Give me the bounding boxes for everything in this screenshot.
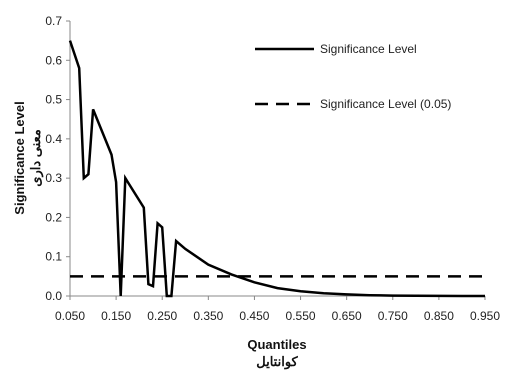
y-tick-label: 0.5 — [45, 93, 62, 107]
y-tick-label: 0.1 — [45, 250, 62, 264]
y-tick-label: 0.3 — [45, 171, 62, 185]
legend: Significance Level Significance Level (0… — [255, 42, 451, 111]
x-axis-title-secondary: کوانتایل — [256, 354, 298, 370]
x-tick-label: 0.650 — [332, 309, 362, 323]
significance-line-series — [68, 40, 485, 298]
y-tick-label: 0.0 — [45, 289, 62, 303]
legend-label-dashed: Significance Level (0.05) — [320, 97, 451, 111]
y-tick-label: 0.6 — [45, 53, 62, 67]
legend-label-solid: Significance Level — [320, 42, 417, 56]
x-tick-label: 0.250 — [147, 309, 177, 323]
x-tick-label: 0.450 — [239, 309, 269, 323]
x-tick-label: 0.950 — [470, 309, 500, 323]
x-tick-label: 0.350 — [193, 309, 223, 323]
x-tick-label: 0.050 — [55, 309, 85, 323]
x-tick-label: 0.550 — [286, 309, 316, 323]
y-tick-labels: 0.0 0.1 0.2 0.3 0.4 0.5 0.6 0.7 — [45, 14, 70, 303]
x-tick-labels: 0.050 0.150 0.250 0.350 0.450 0.550 0.650 0.750… — [55, 296, 500, 323]
x-tick-label: 0.150 — [101, 309, 131, 323]
x-tick-label: 0.850 — [424, 309, 454, 323]
y-axis-title: Significance Level — [12, 101, 27, 214]
x-axis-title: Quantiles — [247, 337, 306, 352]
x-tick-label: 0.750 — [378, 309, 408, 323]
y-tick-label: 0.4 — [45, 132, 62, 146]
series-lines — [68, 40, 485, 298]
y-tick-label: 0.7 — [45, 14, 62, 28]
y-axis-title-secondary: معنی داری — [28, 129, 44, 186]
axes — [69, 21, 485, 297]
y-tick-label: 0.2 — [45, 210, 62, 224]
